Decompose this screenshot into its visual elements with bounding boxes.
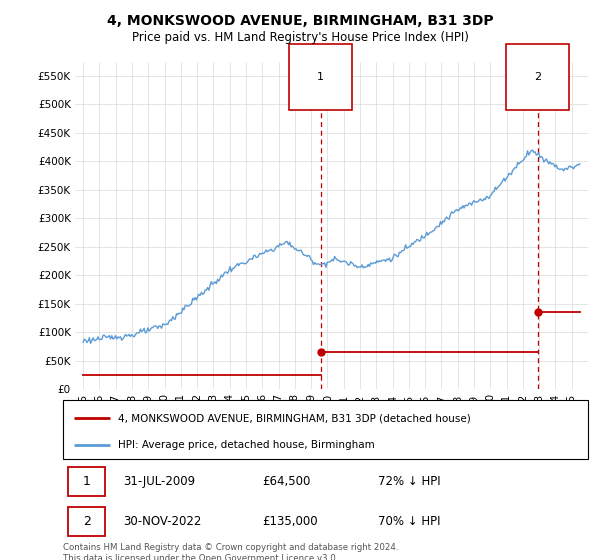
Text: 4, MONKSWOOD AVENUE, BIRMINGHAM, B31 3DP (detached house): 4, MONKSWOOD AVENUE, BIRMINGHAM, B31 3DP… [118, 413, 471, 423]
Text: HPI: Average price, detached house, Birmingham: HPI: Average price, detached house, Birm… [118, 440, 375, 450]
Text: Price paid vs. HM Land Registry's House Price Index (HPI): Price paid vs. HM Land Registry's House … [131, 31, 469, 44]
Text: 4, MONKSWOOD AVENUE, BIRMINGHAM, B31 3DP: 4, MONKSWOOD AVENUE, BIRMINGHAM, B31 3DP [107, 14, 493, 28]
Text: £64,500: £64,500 [263, 475, 311, 488]
Text: 2: 2 [83, 515, 91, 528]
Text: 1: 1 [83, 475, 91, 488]
Text: 72% ↓ HPI: 72% ↓ HPI [378, 475, 440, 488]
Bar [68, 507, 105, 536]
Text: 31-JUL-2009: 31-JUL-2009 [124, 475, 196, 488]
Text: £135,000: £135,000 [263, 515, 318, 528]
Bar [68, 467, 105, 496]
Text: 70% ↓ HPI: 70% ↓ HPI [378, 515, 440, 528]
Text: 2: 2 [534, 72, 541, 82]
Text: 30-NOV-2022: 30-NOV-2022 [124, 515, 202, 528]
Text: Contains HM Land Registry data © Crown copyright and database right 2024.
This d: Contains HM Land Registry data © Crown c… [63, 543, 398, 560]
Text: 1: 1 [317, 72, 324, 82]
